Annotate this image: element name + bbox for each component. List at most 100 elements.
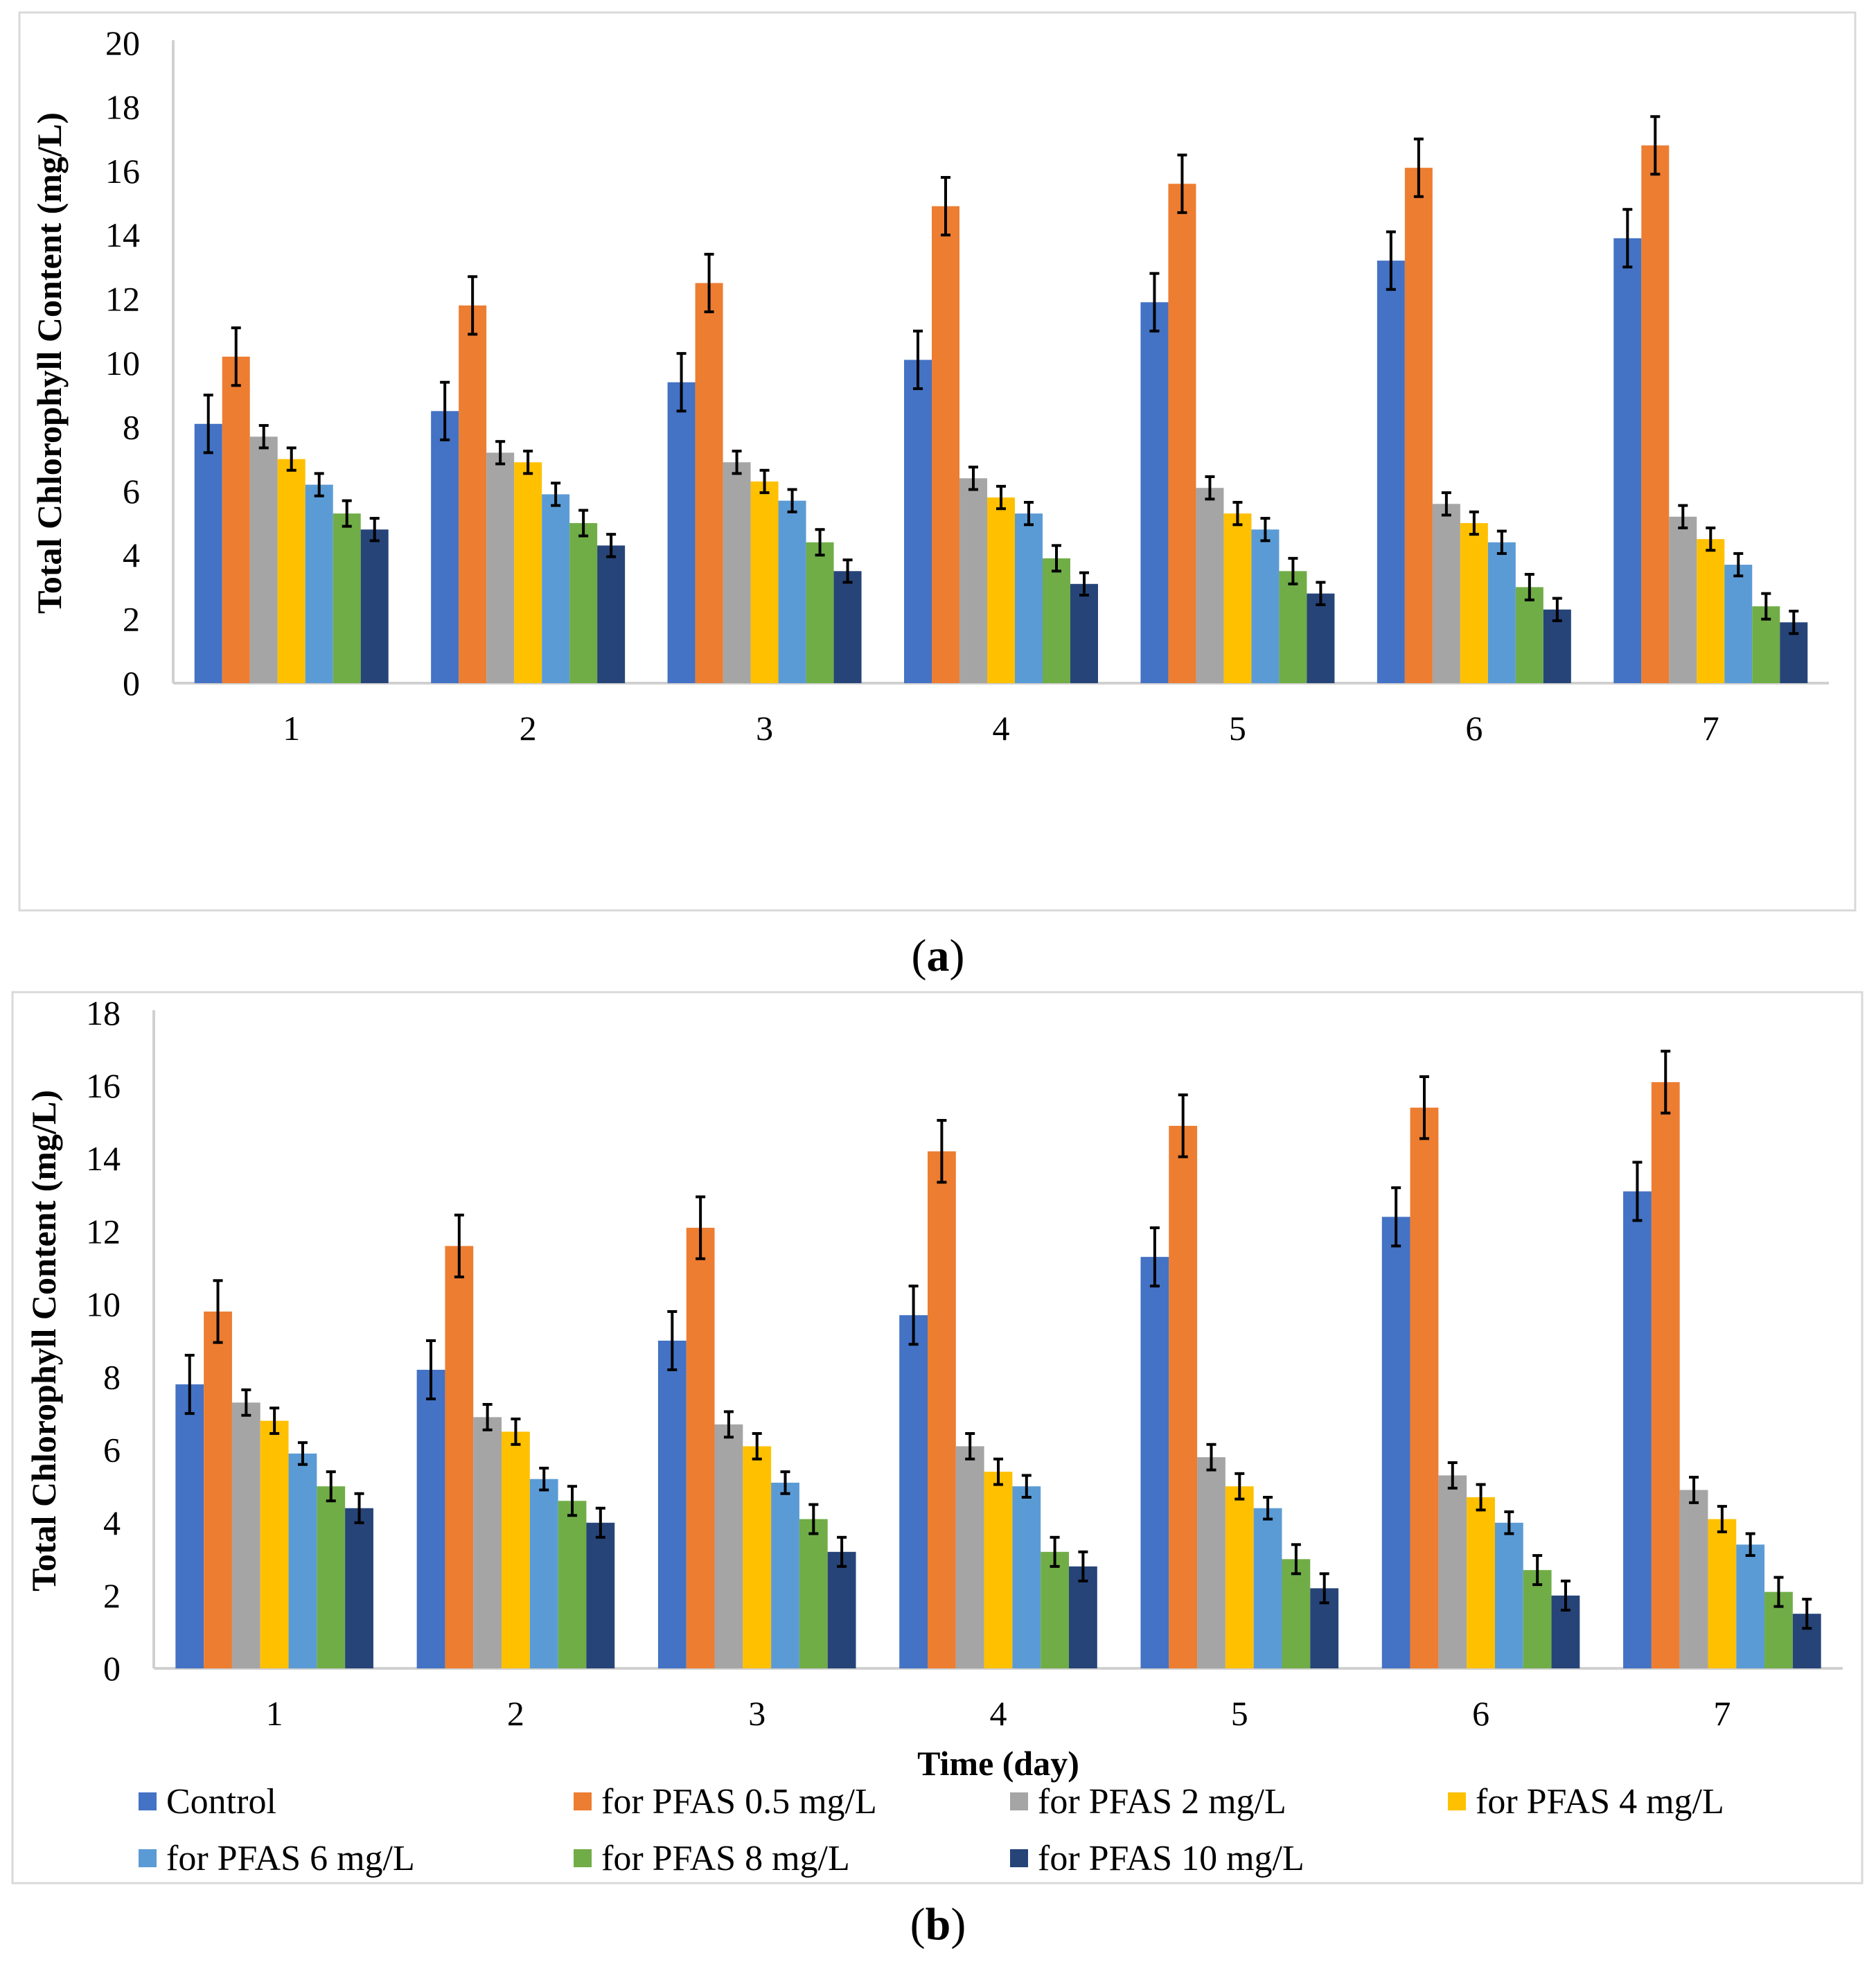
- y-tick-label: 18: [105, 87, 140, 126]
- legend-item: for PFAS 2 mg/L: [1010, 1774, 1286, 1829]
- bar: [1140, 1257, 1169, 1668]
- bar: [799, 1519, 828, 1668]
- x-axis-label: Time (day): [917, 1744, 1079, 1783]
- bar: [1253, 1508, 1282, 1668]
- caption-a-letter: a: [926, 930, 950, 981]
- bar: [360, 529, 389, 683]
- legend-label: for PFAS 8 mg/L: [601, 1838, 850, 1878]
- bar: [806, 542, 834, 683]
- x-tick-label: 5: [1229, 709, 1246, 748]
- x-tick-label: 5: [1231, 1694, 1248, 1733]
- bar: [204, 1311, 232, 1668]
- bar: [750, 481, 779, 683]
- bar: [416, 1370, 445, 1668]
- bar: [514, 462, 542, 683]
- x-tick-label: 3: [748, 1694, 766, 1733]
- bar: [1467, 1497, 1495, 1668]
- bar: [1410, 1107, 1439, 1668]
- y-tick-label: 2: [103, 1576, 121, 1615]
- bar: [714, 1424, 743, 1668]
- x-tick-label: 7: [1702, 709, 1719, 748]
- bar: [1223, 513, 1252, 683]
- bar: [249, 436, 278, 683]
- bar: [1168, 184, 1196, 683]
- legend-swatch: [1010, 1792, 1028, 1810]
- bar: [1381, 1217, 1410, 1668]
- legend-item: for PFAS 10 mg/L: [1010, 1831, 1304, 1886]
- legend-swatch: [139, 1792, 157, 1810]
- bar: [175, 1384, 204, 1668]
- chart-legend: Control for PFAS 0.5 mg/L for PFAS 2 mg/L f…: [139, 1774, 1857, 1898]
- y-tick-label: 12: [105, 280, 140, 319]
- bar: [1041, 1551, 1069, 1668]
- bar: [1641, 145, 1670, 684]
- bar: [928, 1151, 956, 1668]
- bar: [260, 1420, 289, 1668]
- bar: [1196, 488, 1224, 683]
- legend-swatch: [574, 1792, 592, 1810]
- bar: [317, 1486, 346, 1668]
- caption-b: (b): [910, 1899, 966, 1950]
- y-tick-label: 6: [123, 472, 140, 511]
- bar: [955, 1446, 984, 1668]
- x-tick-label: 1: [283, 709, 300, 748]
- bar: [695, 283, 723, 683]
- bar: [723, 462, 751, 683]
- bar: [686, 1228, 715, 1668]
- y-tick-label: 0: [103, 1649, 121, 1688]
- bar: [899, 1315, 928, 1668]
- bar: [1140, 302, 1169, 684]
- bar: [1279, 571, 1307, 683]
- y-tick-label: 10: [105, 344, 140, 382]
- y-tick-label: 18: [86, 994, 121, 1032]
- bar: [1012, 1486, 1041, 1668]
- bar: [1494, 1522, 1523, 1668]
- bar: [1438, 1475, 1467, 1668]
- bar: [1724, 565, 1753, 683]
- bar: [597, 545, 626, 683]
- bar: [1070, 583, 1098, 683]
- legend-label: for PFAS 10 mg/L: [1038, 1838, 1304, 1878]
- bar: [1251, 529, 1280, 683]
- bar: [827, 1551, 856, 1668]
- bar: [1697, 539, 1725, 683]
- y-axis-label: Total Chlorophyll Content (mg/L): [24, 1090, 63, 1591]
- y-tick-label: 14: [86, 1139, 121, 1178]
- y-tick-label: 16: [86, 1066, 121, 1105]
- bar: [569, 523, 598, 683]
- x-tick-label: 2: [520, 709, 537, 748]
- bar: [833, 571, 862, 683]
- bar: [984, 1472, 1013, 1668]
- bar: [486, 452, 515, 683]
- bar: [1613, 238, 1642, 683]
- caption-a: (a): [911, 930, 965, 981]
- bar: [558, 1501, 587, 1668]
- x-tick-label: 2: [507, 1694, 524, 1733]
- bar: [231, 1402, 260, 1668]
- bar: [1169, 1125, 1198, 1668]
- bar: [529, 1479, 558, 1668]
- bar: [1460, 523, 1488, 683]
- legend-swatch: [1010, 1849, 1028, 1867]
- legend-swatch: [139, 1849, 157, 1867]
- caption-b-letter: b: [925, 1899, 951, 1950]
- bar: [987, 497, 1015, 683]
- bar: [1307, 593, 1335, 683]
- bar: [778, 500, 806, 683]
- bar: [1623, 1191, 1652, 1668]
- legend-label: for PFAS 4 mg/L: [1476, 1781, 1724, 1822]
- legend-label: for PFAS 0.5 mg/L: [601, 1781, 877, 1822]
- bar: [1282, 1559, 1311, 1668]
- bar: [222, 356, 250, 683]
- x-tick-label: 4: [990, 1694, 1007, 1733]
- bar: [1669, 516, 1697, 683]
- y-tick-label: 20: [105, 24, 140, 62]
- x-tick-label: 6: [1472, 1694, 1489, 1733]
- x-tick-label: 4: [993, 709, 1010, 748]
- bar: [305, 484, 333, 683]
- y-tick-label: 0: [123, 664, 140, 703]
- bar: [959, 478, 988, 683]
- y-tick-label: 8: [103, 1358, 121, 1397]
